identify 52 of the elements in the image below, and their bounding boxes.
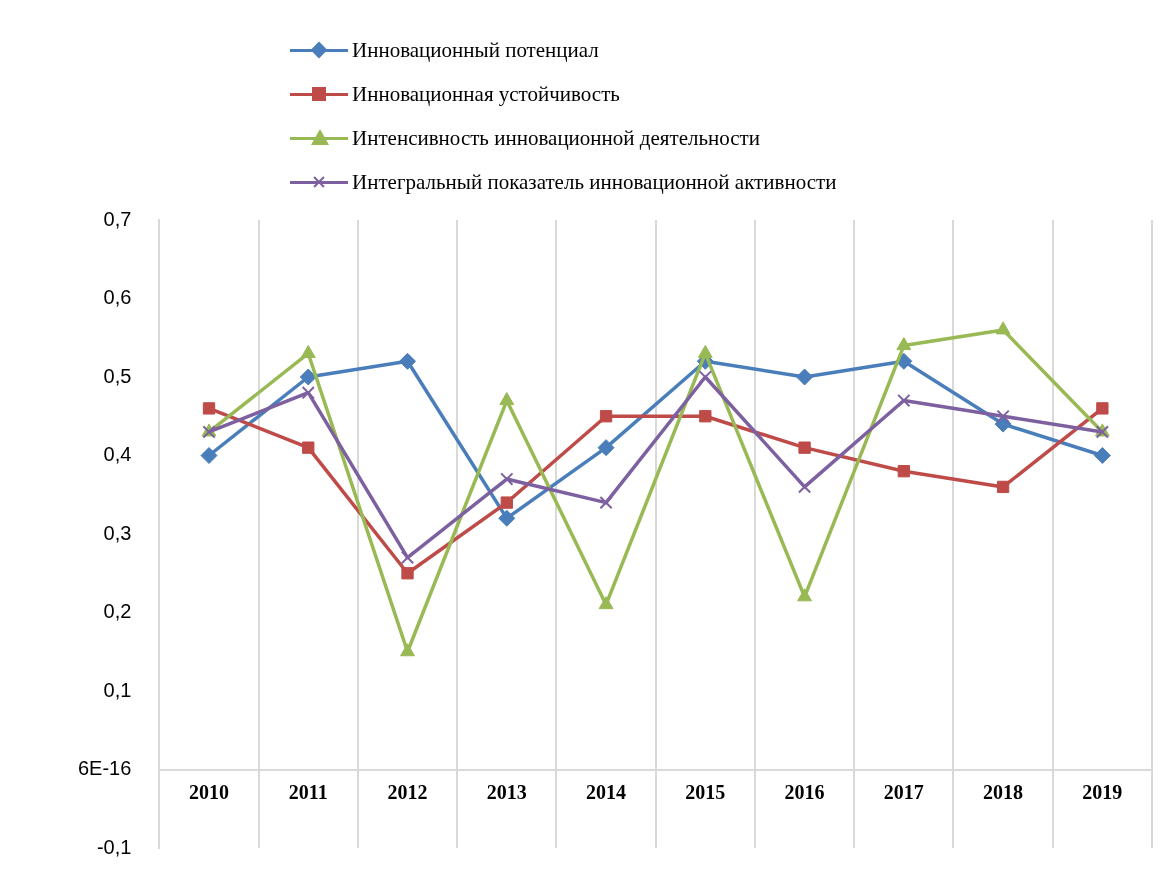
point (202, 402, 216, 415)
point (1093, 447, 1111, 464)
x-tick-label: 2014 (586, 780, 627, 803)
legend-label: Инновационный потенциал (352, 37, 599, 63)
point (796, 368, 814, 386)
y-tick-label: -0,1 (96, 835, 132, 858)
x-tick-label: 2018 (983, 780, 1024, 803)
legend-label: Инновационная устойчивость (352, 81, 620, 107)
y-tick-label: 0,2 (103, 600, 132, 623)
point (598, 596, 614, 610)
point (599, 410, 613, 423)
point (1096, 402, 1109, 415)
point (399, 352, 417, 370)
point (200, 447, 218, 464)
point (400, 550, 415, 565)
x-tick-label: 2019 (1082, 780, 1123, 803)
x-tick-label: 2017 (883, 780, 924, 803)
point (995, 321, 1011, 335)
point (500, 496, 513, 509)
point (599, 495, 613, 510)
point (500, 472, 514, 486)
x-tick-label: 2015 (685, 780, 726, 803)
point (498, 509, 516, 527)
x-tick-label: 2016 (784, 780, 825, 803)
x-tick-label: 2010 (189, 780, 229, 803)
y-tick-label: 0,6 (103, 286, 132, 309)
point (699, 410, 712, 423)
y-tick-label: 0,3 (103, 521, 132, 544)
point (798, 441, 811, 454)
y-tick-label: 6E-16 (77, 757, 132, 780)
point (996, 480, 1010, 494)
y-tick-label: 0,5 (103, 364, 132, 387)
point (897, 465, 910, 478)
point (401, 567, 414, 580)
point (499, 392, 515, 406)
y-tick-label: 0,7 (103, 207, 132, 230)
x-tick-label: 2012 (387, 780, 428, 803)
y-tick-label: 0,4 (103, 443, 132, 466)
point (996, 409, 1010, 423)
x-tick-label: 2013 (486, 780, 527, 803)
point (302, 441, 315, 454)
point (897, 393, 911, 408)
point (797, 588, 813, 602)
point (400, 643, 415, 657)
point (299, 368, 317, 386)
legend-label: Интегральный показатель инновационной активности (352, 169, 837, 195)
point (301, 386, 315, 400)
x-tick-label: 2011 (288, 780, 328, 803)
legend-label: Интенсивность инновационной деятельности (352, 125, 761, 151)
y-tick-label: 0,1 (103, 678, 132, 701)
point (896, 337, 912, 351)
point (597, 439, 615, 457)
